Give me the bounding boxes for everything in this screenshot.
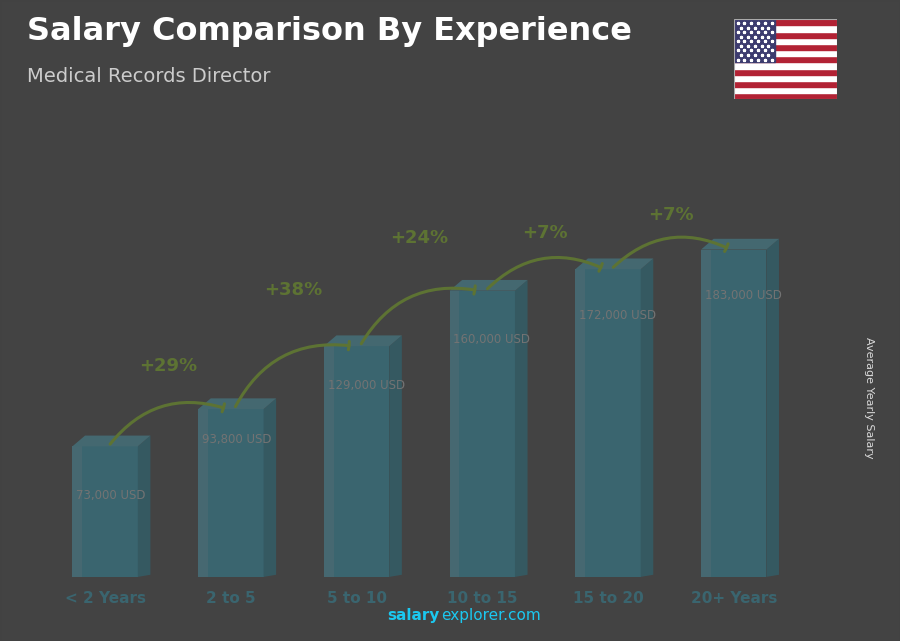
Bar: [734, 38, 837, 44]
Bar: [734, 19, 837, 26]
Text: explorer.com: explorer.com: [441, 608, 541, 623]
Text: salary: salary: [387, 608, 439, 623]
Text: 183,000 USD: 183,000 USD: [705, 289, 782, 302]
Polygon shape: [198, 409, 208, 577]
Polygon shape: [575, 258, 653, 269]
Polygon shape: [515, 280, 527, 577]
Text: 129,000 USD: 129,000 USD: [328, 379, 405, 392]
Polygon shape: [450, 290, 515, 577]
Polygon shape: [701, 239, 779, 249]
Text: 93,800 USD: 93,800 USD: [202, 433, 272, 445]
Polygon shape: [73, 446, 82, 577]
Polygon shape: [324, 335, 401, 346]
Text: 73,000 USD: 73,000 USD: [76, 490, 146, 503]
Bar: [734, 75, 837, 81]
Text: +24%: +24%: [391, 229, 448, 247]
Polygon shape: [73, 446, 138, 577]
Polygon shape: [575, 269, 585, 577]
Text: +7%: +7%: [522, 224, 568, 242]
Polygon shape: [450, 290, 459, 577]
Bar: [734, 50, 837, 56]
Polygon shape: [390, 335, 401, 577]
Polygon shape: [701, 249, 767, 577]
Bar: [734, 19, 775, 62]
Bar: [734, 44, 837, 50]
Bar: [734, 81, 837, 87]
Text: Salary Comparison By Experience: Salary Comparison By Experience: [27, 16, 632, 47]
Polygon shape: [767, 239, 779, 577]
Bar: [734, 26, 837, 31]
Bar: [734, 69, 837, 75]
Polygon shape: [575, 269, 641, 577]
Bar: [734, 93, 837, 99]
Text: 160,000 USD: 160,000 USD: [454, 333, 530, 346]
Text: +38%: +38%: [265, 281, 323, 299]
Text: Medical Records Director: Medical Records Director: [27, 67, 271, 87]
Polygon shape: [324, 346, 390, 577]
Polygon shape: [73, 436, 150, 446]
Bar: [734, 56, 837, 62]
Polygon shape: [324, 346, 334, 577]
Text: +7%: +7%: [648, 206, 694, 224]
Bar: [734, 31, 837, 38]
Bar: [734, 87, 837, 93]
Polygon shape: [198, 398, 276, 409]
Polygon shape: [450, 280, 527, 290]
Polygon shape: [198, 409, 264, 577]
Polygon shape: [641, 258, 653, 577]
Polygon shape: [701, 249, 711, 577]
Polygon shape: [138, 436, 150, 577]
Text: Average Yearly Salary: Average Yearly Salary: [863, 337, 874, 458]
Polygon shape: [264, 398, 276, 577]
Text: 172,000 USD: 172,000 USD: [579, 309, 656, 322]
Bar: [734, 62, 837, 69]
Text: +29%: +29%: [139, 356, 197, 374]
